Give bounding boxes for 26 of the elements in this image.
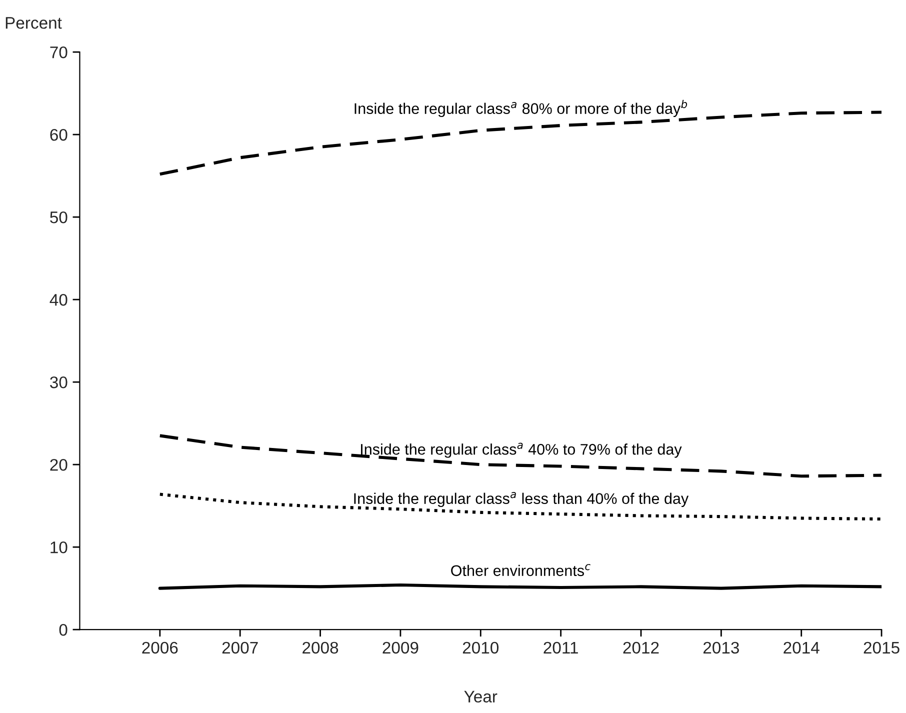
series-label: Inside the regular class$^{a}$ 80% or more of the day$^{b}$ xyxy=(354,100,688,118)
x-tick-label: 2010 xyxy=(462,642,499,654)
y-tick-label: 30 xyxy=(50,376,68,388)
x-tick-label: 2014 xyxy=(784,642,820,654)
y-tick-label: 50 xyxy=(50,211,68,224)
x-tick-label: 2013 xyxy=(703,642,739,654)
y-tick-label: 60 xyxy=(50,128,68,141)
x-tick-label: 2006 xyxy=(142,642,178,654)
y-tick-label: 20 xyxy=(50,458,68,471)
x-tick-label: 2007 xyxy=(222,642,258,654)
x-tick-label: 2009 xyxy=(382,642,418,654)
y-tick-label: 40 xyxy=(50,294,68,306)
x-tick-label: 2012 xyxy=(623,642,659,654)
y-tick-label: 0 xyxy=(59,624,68,636)
x-tick-label: 2008 xyxy=(302,642,338,654)
series-label: Other environments$^{c}$ xyxy=(451,564,590,576)
x-tick-label: 2011 xyxy=(544,642,578,654)
x-axis-title: Year xyxy=(464,690,498,702)
line-series xyxy=(158,434,882,478)
line-series xyxy=(158,492,882,521)
series-label: Inside the regular class$^{a}$ less than 40% of the day xyxy=(354,492,689,508)
y-tick-label: 10 xyxy=(50,541,68,554)
series-label: Inside the regular class$^{a}$ 40% to 79% of the day xyxy=(361,442,682,458)
x-tick-label: 2015 xyxy=(864,642,900,654)
y-tick-label: 70 xyxy=(50,46,68,58)
y-axis-title: Percent xyxy=(6,17,62,29)
